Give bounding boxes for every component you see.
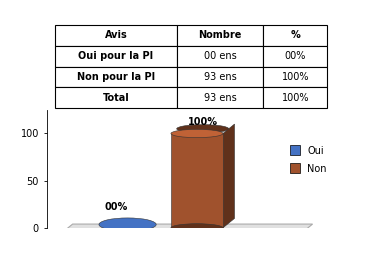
Polygon shape — [171, 133, 223, 228]
Text: 100%: 100% — [188, 118, 218, 127]
Ellipse shape — [171, 224, 223, 232]
Ellipse shape — [177, 125, 229, 133]
Text: 00%: 00% — [104, 202, 128, 212]
Ellipse shape — [99, 218, 156, 231]
Polygon shape — [223, 124, 235, 228]
Ellipse shape — [171, 129, 223, 138]
Legend: Oui, Non: Oui, Non — [286, 141, 331, 177]
Polygon shape — [61, 224, 313, 233]
